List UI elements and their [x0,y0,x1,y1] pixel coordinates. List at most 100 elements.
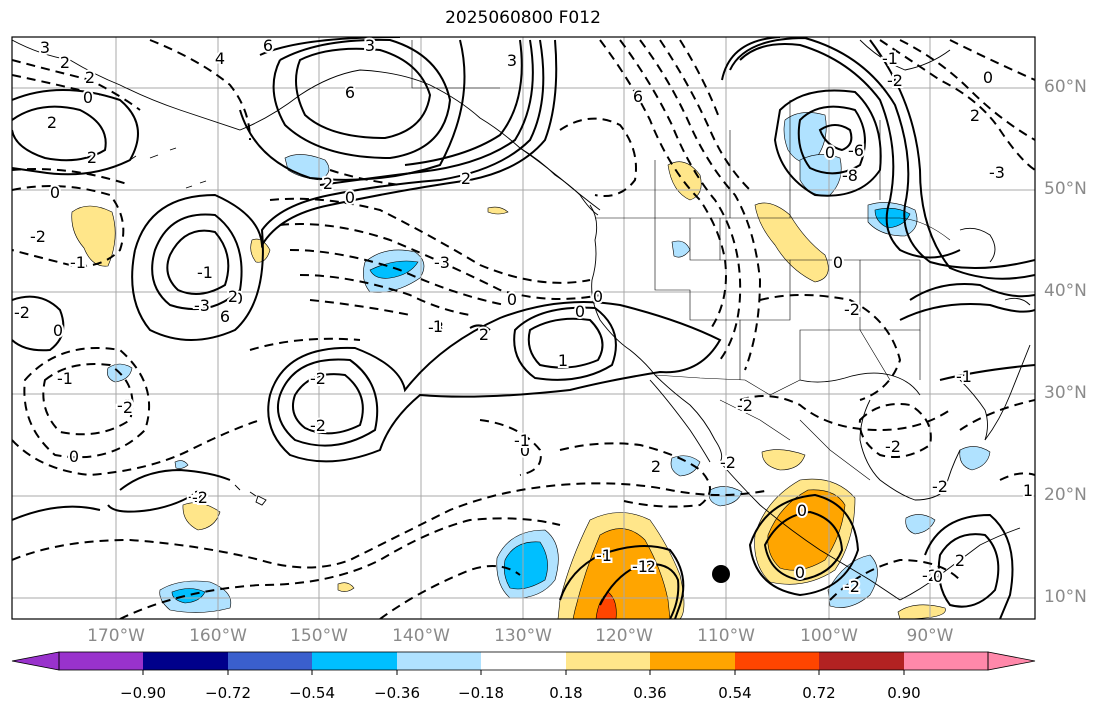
contour-dashed [619,39,742,361]
contour-label: -2 [932,477,948,496]
contour-solid [151,213,243,311]
colorbar-cell [228,652,312,670]
contour-solid [739,43,961,259]
contour-dashed [12,419,261,477]
contour-label: 2 [479,325,489,344]
colorbar-cell [312,652,397,670]
contour-label: 0 [833,253,843,272]
fill-orange [572,528,671,619]
contour-solid [276,358,379,447]
contour-label: -2 [737,396,753,415]
colorbar-tick-label: 0.90 [887,684,921,702]
contour-label: -2 [14,303,30,322]
contour-label: -1 [70,253,86,272]
contour-label: 0 [345,188,355,207]
fill-light-blue [905,514,936,535]
lon-label: 170°W [87,626,145,646]
contour-label: 1 [1023,481,1033,500]
colorbar-cell [59,652,143,670]
contour-label: -2 [640,557,656,576]
colorbar [11,651,1036,675]
contour-label: 2 [85,68,95,87]
contour-solid [131,39,545,341]
contour-dashed [12,74,101,96]
contour-dashed [12,185,125,267]
contour-solid [469,324,491,331]
contour-dashed [879,39,1035,171]
east-coast [984,344,1031,441]
contour-label: -2 [188,487,204,506]
lon-label: 120°W [595,626,653,646]
us-gulf-coast [799,372,921,396]
colorbar-cell [481,652,566,670]
colorbar-cell [143,652,228,670]
contour-label: 0 [233,289,243,308]
contour-label: -3 [428,318,444,337]
contour-solid [12,295,65,352]
contour-dashed [23,347,151,459]
contour-label: -2 [885,437,901,456]
colorbar-tick-label: 0.72 [802,684,836,702]
contour-dashed [639,39,762,371]
contour-solid [12,505,101,521]
contour-label: -3 [194,296,210,315]
contour-label: 0 [797,501,807,520]
contour-solid [107,468,231,513]
contour-solid [937,533,1000,608]
contour-dashed [42,363,134,436]
lon-label: 110°W [697,626,755,646]
contour-dashed [299,274,471,316]
contour-solid [763,510,844,582]
contour-solid [404,39,523,166]
contour-label: -2 [720,453,736,472]
contour-solid [818,124,853,152]
contour-dashed [379,565,521,619]
contour-label: 3 [507,51,517,70]
contour-label: -8 [842,166,858,185]
contour-dashed [479,419,542,476]
map-title: 2025060800 F012 [445,8,601,28]
contour-label: 6 [345,83,355,102]
contour-solid [899,303,1035,321]
lon-label: 130°W [494,626,552,646]
baja-california [649,374,723,463]
contour-dashed [679,39,721,121]
colorbar-tick-label: −0.54 [289,684,335,702]
lat-label: 50°N [1044,179,1087,199]
fill-yellow [754,202,829,283]
contour-dashed [149,39,251,141]
contour-solid [527,317,604,369]
contour-label: -2 [887,71,903,90]
contour-label: 6 [263,36,273,55]
contour-solid [12,89,139,176]
colorbar-tick-label: 0.18 [549,684,583,702]
contour-solid [909,283,1035,301]
fill-yellow [761,449,806,471]
bc-coastline [519,147,599,216]
colorbar-cell [397,652,481,670]
us-canada-border [595,217,951,241]
fill-light-blue [827,554,878,608]
contour-label: 2 [955,551,965,570]
contour-label: 6 [220,307,230,326]
colorbar-cell [904,652,988,670]
contour-label: -6 [848,141,864,160]
contour-label: -2 [192,488,208,507]
colorbar-cell [12,652,59,670]
contour-dashed [289,249,506,306]
colorbar-tick-label: −0.72 [205,684,251,702]
contour-lines-dashed [12,39,1035,619]
colorbar-cell [566,652,650,670]
mexico-states [719,399,871,481]
hudson-bay [859,39,951,71]
contour-label: -1 [57,369,73,388]
contour-solid [599,563,680,619]
contour-label: 3 [365,36,375,55]
fill-light-blue [670,455,701,477]
contour-label: -2 [844,300,860,319]
lat-label: 30°N [1044,383,1087,403]
colorbar-cell [735,652,819,670]
contour-label: 0 [507,290,517,309]
